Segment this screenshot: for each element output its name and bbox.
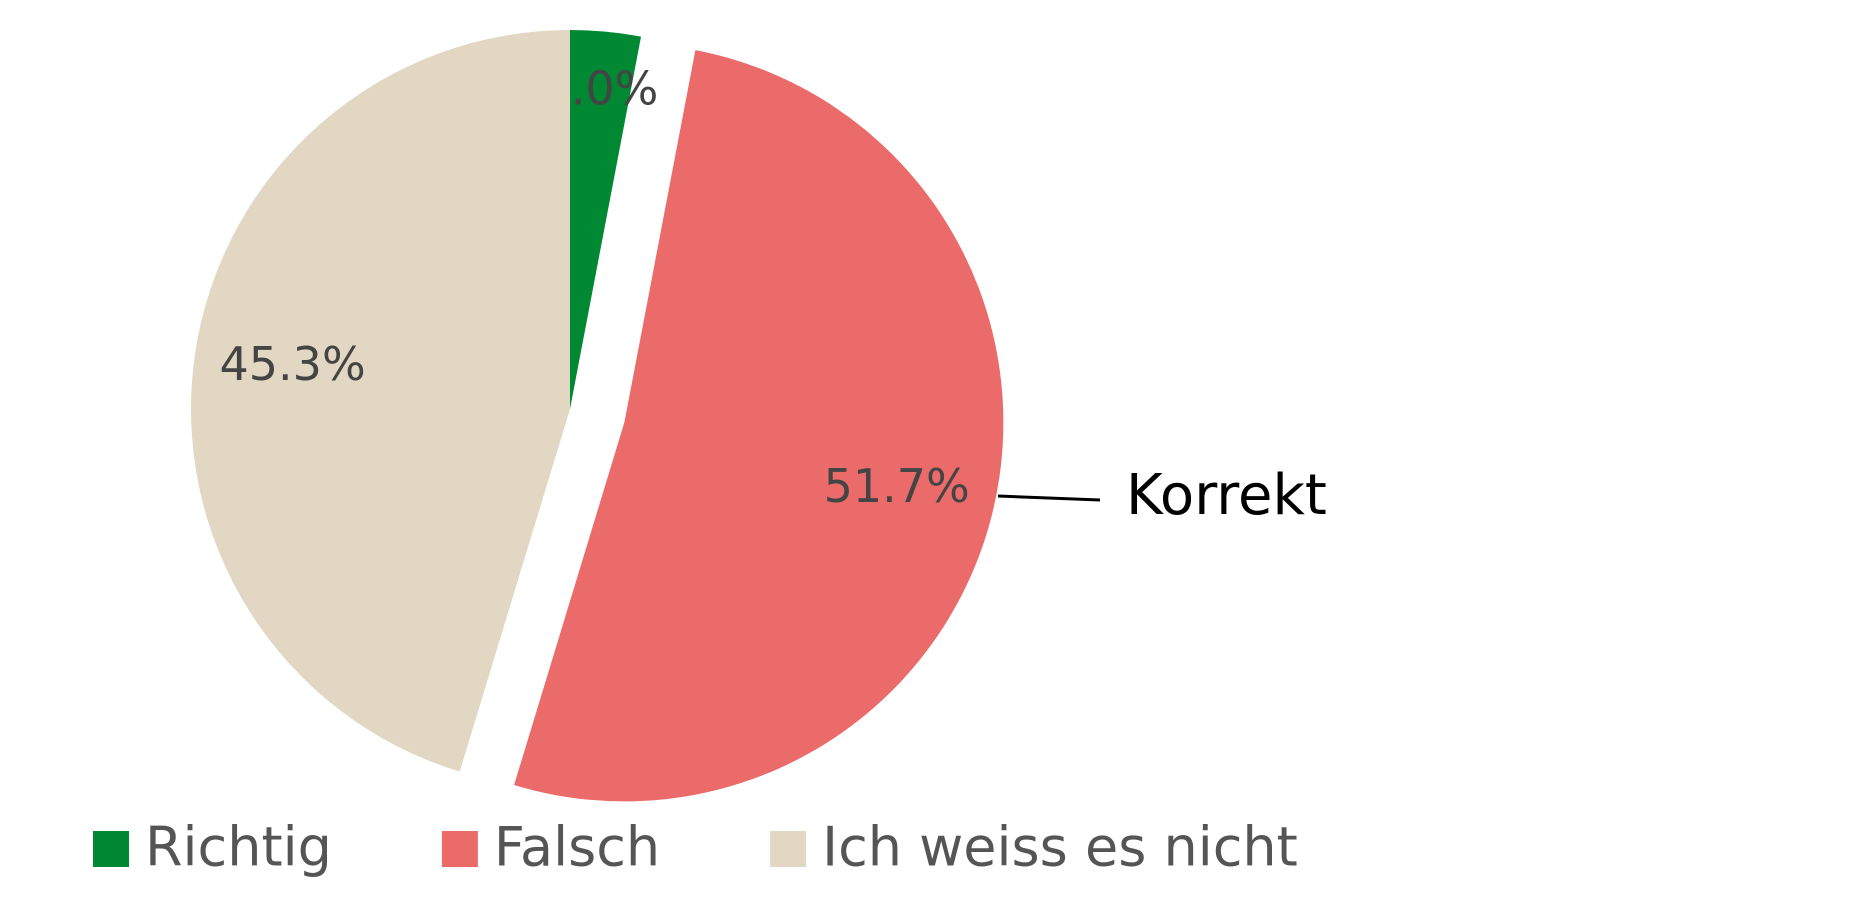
legend-swatch [93,831,129,867]
legend-swatch [441,831,478,867]
pie-slice [190,30,571,772]
pie-slice [570,30,642,409]
legend-label: Richtig [145,816,332,879]
value-label: 51.7% [824,459,970,513]
annotation-line [997,494,1101,502]
legend-label: Ich weiss es nicht [822,816,1298,879]
legend-swatch [770,831,807,867]
legend-label: Falsch [494,816,660,879]
pie-slice [514,50,1004,802]
value-label: 45.3% [220,337,366,391]
annotation: Korrekt [1126,463,1327,528]
